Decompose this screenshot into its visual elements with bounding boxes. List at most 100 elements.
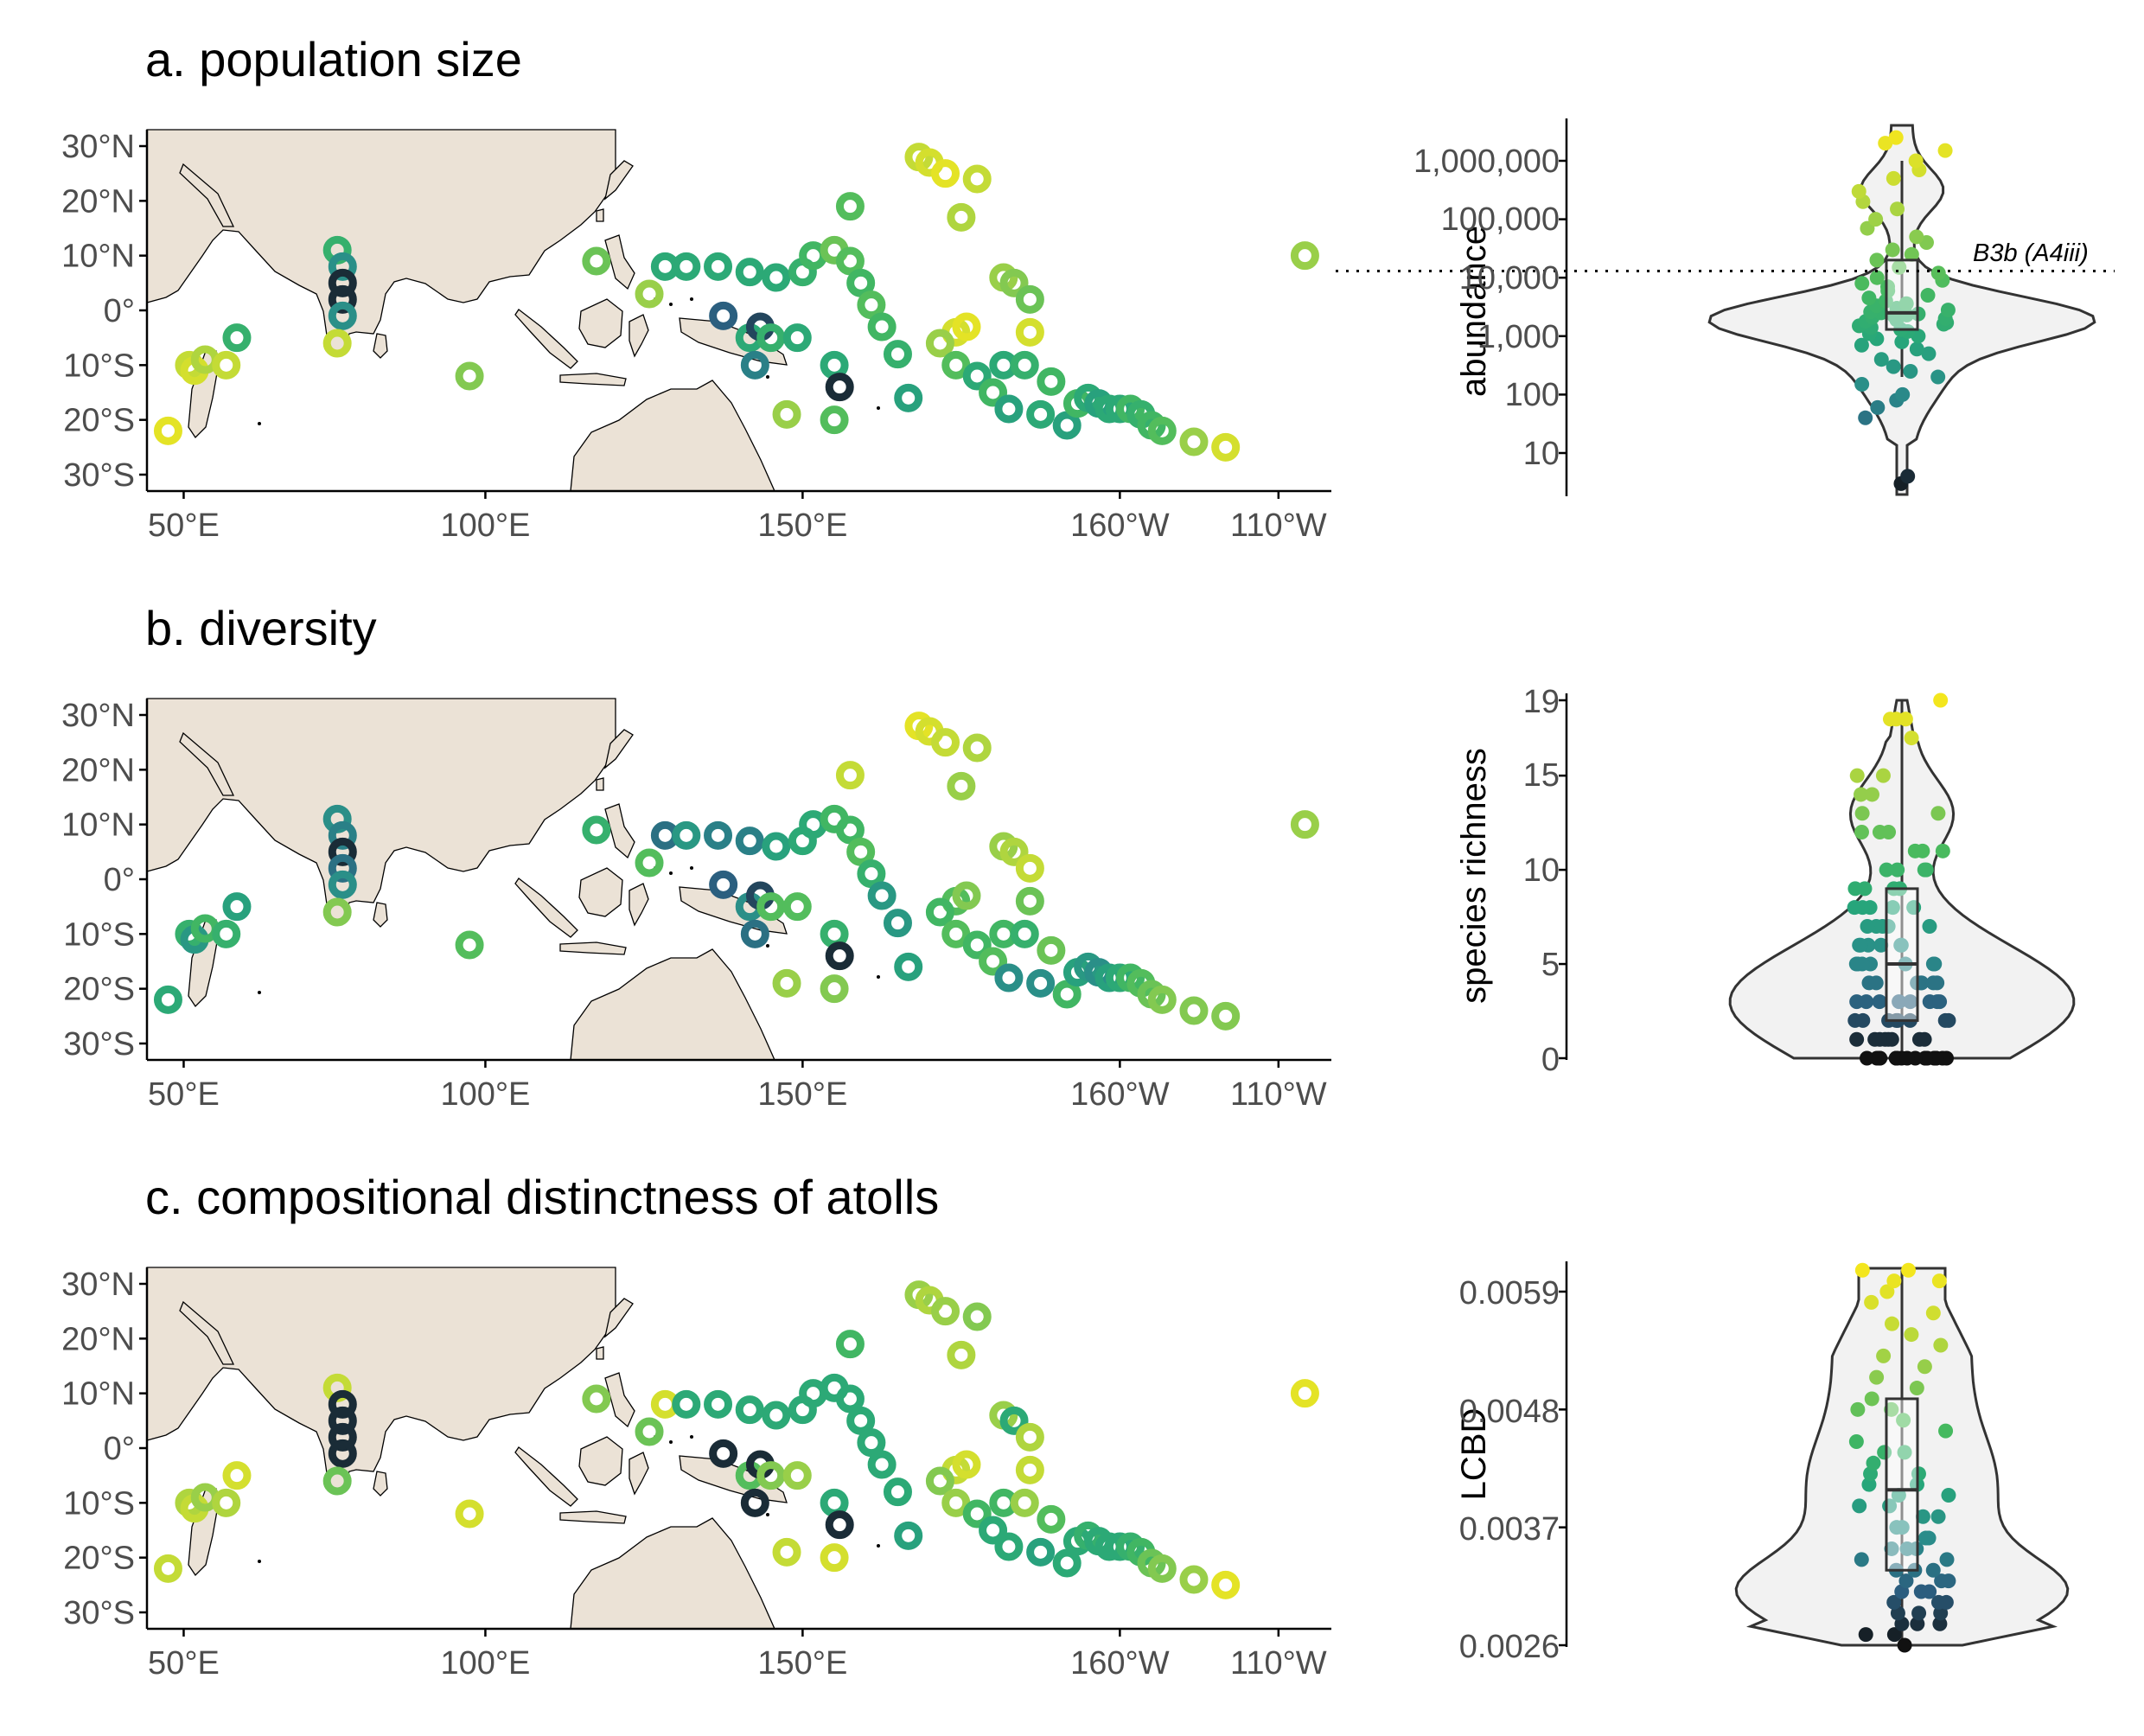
land-0 [146, 698, 616, 922]
jitter-point [1915, 1509, 1930, 1524]
jitter-point [1854, 825, 1869, 840]
jitter-point [1932, 994, 1948, 1010]
atoll-point [455, 361, 484, 391]
atoll-point [1015, 886, 1044, 916]
map-xtick-label: 100°E [440, 1645, 530, 1682]
jitter-point [1908, 153, 1924, 169]
land-1 [179, 1300, 235, 1365]
atoll-point [322, 897, 352, 927]
jitter-point [1849, 1031, 1865, 1047]
jitter-point [1925, 1305, 1941, 1321]
land-4 [514, 1446, 578, 1507]
land-4 [514, 878, 578, 938]
islet-6 [877, 406, 880, 410]
atoll-point [328, 268, 357, 297]
map-ytick-label: 20°S [63, 403, 135, 439]
jitter-point [1879, 1284, 1895, 1299]
map-xtick-label: 110°W [1230, 507, 1327, 544]
atoll-point [994, 1532, 1024, 1561]
atoll-point [835, 1330, 865, 1359]
atoll-point [1015, 1455, 1044, 1484]
atoll-point [994, 394, 1024, 424]
atoll-point [835, 246, 865, 276]
a-ytick-100: 100 [1505, 377, 1560, 413]
atoll-point [1290, 1379, 1319, 1408]
atoll-point [709, 301, 738, 330]
atoll-point [1052, 980, 1082, 1009]
atoll-point [756, 1461, 786, 1490]
atoll-point [1147, 985, 1177, 1014]
jitter-point [1909, 229, 1924, 245]
atoll-point [962, 1302, 992, 1331]
jitter-point [1877, 1445, 1892, 1460]
atoll-point [941, 919, 971, 948]
atoll-point [222, 892, 252, 922]
jitter-point [1909, 341, 1924, 357]
atoll-point [952, 312, 981, 341]
atoll-point [1015, 1422, 1044, 1452]
jitter-point [1922, 1584, 1937, 1599]
jitter-point [1931, 1273, 1947, 1289]
jitter-point [1872, 994, 1887, 1010]
panel-b: b. diversity 30°N 20°N 10°N 0° 10°S 20°S 30°S 5… [61, 601, 2076, 1113]
islet-7 [258, 1560, 261, 1563]
box-iqr [1885, 1397, 1919, 1572]
jitter-point [1890, 862, 1905, 878]
atoll-point [222, 323, 252, 353]
atoll-point [153, 416, 182, 445]
atoll-point [820, 405, 849, 435]
atoll-point [925, 897, 954, 927]
islet-4 [766, 1513, 769, 1516]
violin-c [1559, 1261, 2070, 1653]
jitter-point [1872, 1031, 1887, 1047]
atoll-point [328, 853, 357, 883]
islet-2 [669, 1440, 673, 1444]
map-xtick-label: 50°E [148, 1076, 220, 1113]
atoll-point [825, 941, 854, 971]
land-8 [604, 1372, 635, 1428]
atoll-point [1037, 1504, 1066, 1534]
map-ytick-label: 20°S [63, 972, 135, 1008]
atoll-point [1179, 427, 1209, 456]
map-xtick-label: 100°E [440, 507, 530, 544]
jitter-point [1854, 900, 1870, 916]
atoll-point [1211, 1570, 1241, 1599]
atoll-point [1147, 416, 1177, 445]
jitter-point [1869, 252, 1885, 268]
atoll-point [322, 1466, 352, 1496]
jitter-point [1925, 975, 1941, 991]
land-5 [578, 298, 623, 348]
atoll-point [1015, 284, 1044, 314]
atoll-point [735, 827, 764, 856]
atoll-point [1179, 996, 1209, 1025]
jitter-point [1911, 1605, 1927, 1621]
atoll-point [835, 1384, 865, 1414]
jitter-point [1848, 1434, 1864, 1450]
violin-b [1559, 692, 2076, 1066]
atoll-point [962, 164, 992, 194]
jitter-point [1932, 1616, 1948, 1631]
jitter-point [1933, 1337, 1949, 1353]
threshold-label: B3b (A4iii) [1973, 239, 2089, 267]
atoll-point [582, 246, 611, 276]
jitter-point [1886, 1594, 1902, 1610]
islet-7 [258, 422, 261, 425]
jitter-point [1864, 787, 1879, 802]
atoll-point [782, 1461, 812, 1490]
atoll-point [1052, 1548, 1082, 1578]
atoll-point [931, 159, 960, 188]
atoll-point [782, 323, 812, 353]
jitter-point [1904, 731, 1919, 746]
jitter-point [1917, 1359, 1932, 1375]
land-3 [373, 1471, 388, 1497]
map-ytick-label: 30°S [63, 1026, 135, 1063]
c-ytick-0.0026: 0.0026 [1459, 1629, 1560, 1665]
atoll-point [941, 350, 971, 380]
jitter-point [1858, 410, 1873, 425]
land-6 [559, 1510, 627, 1524]
jitter-point [1847, 881, 1863, 897]
islet-2 [669, 871, 673, 875]
atoll-point [1026, 399, 1056, 429]
atoll-point [322, 329, 352, 358]
